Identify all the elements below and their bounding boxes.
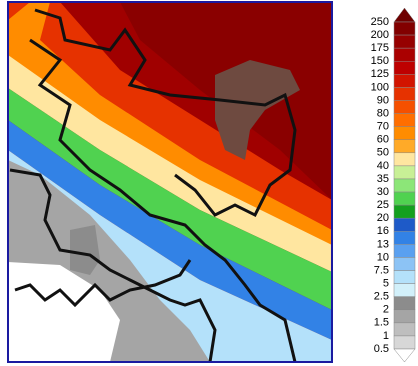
colorbar-label: 20 bbox=[377, 212, 389, 224]
colorbar-box bbox=[393, 34, 416, 49]
colorbar-box bbox=[393, 113, 416, 127]
colorbar-label: 2.5 bbox=[374, 291, 389, 303]
colorbar-box bbox=[393, 21, 416, 36]
colorbar-box bbox=[393, 100, 416, 114]
colorbar-label: 40 bbox=[377, 160, 389, 172]
colorbar-label: 30 bbox=[377, 186, 389, 198]
colorbar-box bbox=[393, 257, 416, 271]
region-yellow bbox=[8, 55, 332, 272]
region-light-orange bbox=[8, 2, 332, 255]
colorbar-label: 5 bbox=[383, 278, 389, 290]
colorbar-label: 60 bbox=[377, 134, 389, 146]
colorbar-box bbox=[393, 270, 416, 284]
colorbar-label: 150 bbox=[371, 55, 389, 67]
colorbar-label: 16 bbox=[377, 225, 389, 237]
colorbar-label: 50 bbox=[377, 147, 389, 159]
colorbar-label: 2 bbox=[383, 304, 389, 316]
colorbar: 2502001751501251009080706050403530252016… bbox=[371, 7, 416, 363]
coastline bbox=[14, 259, 192, 308]
colorbar-box bbox=[393, 60, 416, 75]
colorbar-label: 90 bbox=[377, 94, 389, 106]
colorbar-box bbox=[393, 139, 416, 154]
colorbar-box bbox=[393, 165, 416, 180]
colorbar-box bbox=[393, 191, 416, 206]
colorbar-label: 35 bbox=[377, 173, 389, 185]
colorbar-label: 80 bbox=[377, 107, 389, 119]
colorbar-box bbox=[393, 204, 416, 219]
colorbar-box bbox=[393, 322, 416, 337]
map-frame bbox=[7, 1, 333, 363]
colorbar-box bbox=[393, 126, 416, 140]
colorbar-box bbox=[393, 283, 416, 297]
boundary bbox=[34, 8, 297, 218]
region-brown bbox=[215, 60, 300, 160]
colorbar-label: 200 bbox=[371, 29, 389, 41]
colorbar-label: 70 bbox=[377, 121, 389, 133]
colorbar-box bbox=[393, 47, 416, 62]
colorbar-box bbox=[393, 296, 416, 311]
colorbar-label: 100 bbox=[371, 81, 389, 93]
boundary bbox=[29, 38, 297, 362]
boundary bbox=[9, 168, 217, 362]
colorbar-arrow bbox=[393, 7, 416, 23]
colorbar-box bbox=[393, 217, 416, 232]
colorbar-box bbox=[393, 231, 416, 245]
colorbar-label: 175 bbox=[371, 42, 389, 54]
map bbox=[8, 2, 332, 362]
colorbar-label: 7.5 bbox=[374, 264, 389, 276]
colorbar-label: 10 bbox=[377, 251, 389, 263]
colorbar-label: 1.5 bbox=[374, 317, 389, 329]
colorbar-label: 125 bbox=[371, 68, 389, 80]
region-blue bbox=[8, 120, 332, 340]
colorbar-box bbox=[393, 335, 416, 350]
colorbar-arrow bbox=[393, 348, 416, 363]
region-green bbox=[8, 88, 332, 310]
colorbar-box bbox=[393, 178, 416, 193]
colorbar-box bbox=[393, 87, 416, 101]
colorbar-box bbox=[393, 309, 416, 324]
colorbar-box bbox=[393, 244, 416, 258]
region-orange bbox=[8, 2, 332, 240]
colorbar-label: 0.5 bbox=[374, 343, 389, 355]
colorbar-box bbox=[393, 152, 416, 167]
colorbar-label: 1 bbox=[383, 330, 389, 342]
colorbar-box bbox=[393, 74, 416, 88]
colorbar-label: 250 bbox=[371, 16, 389, 28]
colorbar-label: 13 bbox=[377, 238, 389, 250]
colorbar-label: 25 bbox=[377, 199, 389, 211]
region-dark-grey bbox=[70, 225, 100, 275]
